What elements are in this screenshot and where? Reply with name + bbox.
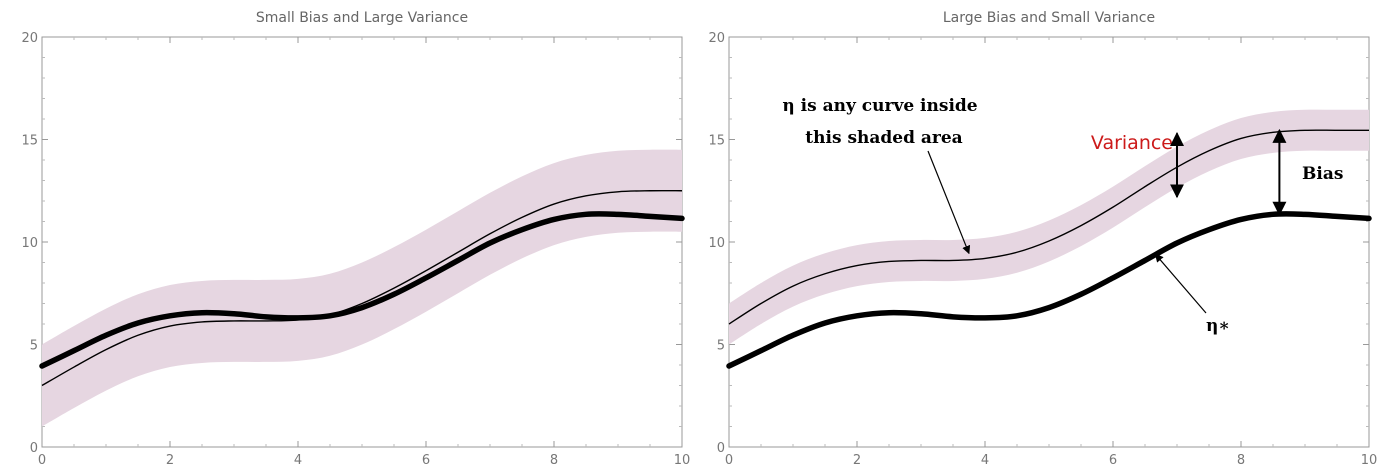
chart-left: Small Bias and Large Variance 0 2 4 6 8 10 0 5 1…	[21, 10, 690, 468]
chart-right-marks	[726, 109, 1372, 369]
chart-right-ticks: 0 2 4 6 8 10 0 5 10 15 20	[708, 31, 1377, 468]
x-tick-label: 6	[422, 453, 430, 468]
x-tick-label: 2	[853, 453, 861, 468]
x-tick-label: 8	[550, 453, 558, 468]
chart-left-frame	[41, 36, 683, 448]
estimate-curve	[728, 129, 1369, 325]
variance-band	[729, 109, 1369, 345]
chart-right-title: Large Bias and Small Variance	[943, 10, 1155, 26]
annotation-arrows	[927, 128, 1287, 314]
eta-star-arrow	[1154, 253, 1207, 314]
variance-label: Variance	[1091, 132, 1173, 154]
y-tick-label: 0	[717, 441, 725, 456]
eta-star-label: η∗	[1206, 316, 1230, 336]
true-curve	[726, 211, 1372, 369]
area-label-line2: this shaded area	[805, 128, 962, 148]
y-tick-label: 10	[708, 236, 725, 251]
area-label-line1: η is any curve inside	[782, 96, 977, 116]
true-curve	[39, 211, 685, 369]
x-tick-label: 0	[38, 453, 46, 468]
y-tick-label: 20	[708, 31, 725, 46]
x-tick-label: 10	[674, 453, 691, 468]
y-tick-label: 10	[21, 236, 38, 251]
y-tick-label: 5	[30, 339, 38, 354]
y-tick-label: 15	[708, 134, 725, 149]
chart-left-marks	[39, 149, 685, 427]
area-label-arrow	[927, 150, 971, 255]
x-tick-label: 10	[1361, 453, 1378, 468]
x-tick-label: 8	[1237, 453, 1245, 468]
x-tick-label: 4	[294, 453, 302, 468]
y-tick-label: 15	[21, 134, 38, 149]
y-tick-label: 0	[30, 441, 38, 456]
bias-label: Bias	[1302, 164, 1343, 184]
estimate-curve	[41, 189, 683, 387]
variance-band	[42, 149, 682, 427]
y-tick-label: 5	[717, 339, 725, 354]
x-tick-label: 4	[981, 453, 989, 468]
chart-right: Large Bias and Small Variance 0 2 4 6 8 10 0 5 1…	[708, 10, 1377, 468]
chart-left-ticks: 0 2 4 6 8 10 0 5 10 15 20	[21, 31, 690, 468]
x-tick-label: 6	[1109, 453, 1117, 468]
x-tick-label: 0	[725, 453, 733, 468]
y-tick-label: 20	[21, 31, 38, 46]
chart-left-title: Small Bias and Large Variance	[256, 10, 468, 26]
x-tick-label: 2	[166, 453, 174, 468]
